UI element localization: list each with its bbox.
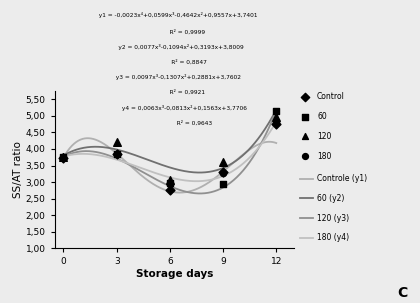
Point — [166, 180, 173, 185]
Text: 180 (y4): 180 (y4) — [317, 233, 349, 242]
Text: 60: 60 — [317, 112, 327, 121]
Point — [220, 182, 226, 187]
Text: R² = 0,9643: R² = 0,9643 — [141, 120, 212, 125]
Y-axis label: SS/AT ratio: SS/AT ratio — [13, 141, 23, 198]
Point — [113, 152, 120, 157]
Text: 120 (y3): 120 (y3) — [317, 214, 349, 223]
X-axis label: Storage days: Storage days — [136, 269, 213, 279]
Point — [220, 170, 226, 175]
Point — [166, 178, 173, 183]
Point — [166, 188, 173, 193]
Point — [113, 140, 120, 145]
Point — [273, 108, 280, 113]
Text: Control: Control — [317, 92, 345, 102]
Text: y4 = 0,0063x³-0,0813x²+0,1563x+3,7706: y4 = 0,0063x³-0,0813x²+0,1563x+3,7706 — [105, 105, 247, 111]
Text: C: C — [397, 286, 407, 300]
Point — [273, 115, 280, 120]
Point — [358, 106, 365, 111]
Text: R² = 0,8847: R² = 0,8847 — [145, 59, 207, 65]
Point — [113, 152, 120, 157]
Point — [113, 152, 120, 157]
Point — [358, 87, 365, 92]
Point — [220, 170, 226, 175]
Point — [358, 67, 365, 72]
Point — [60, 155, 67, 159]
Text: Controle (y1): Controle (y1) — [317, 174, 367, 183]
Point — [166, 181, 173, 186]
Text: 180: 180 — [317, 152, 331, 161]
Text: R² = 0,9921: R² = 0,9921 — [147, 90, 205, 95]
Text: y1 = -0,0023x⁴+0,0599x³-0,4642x²+0,9557x+3,7401: y1 = -0,0023x⁴+0,0599x³-0,4642x²+0,9557x… — [95, 12, 257, 18]
Text: y3 = 0,0097x³-0,1307x²+0,2881x+3,7602: y3 = 0,0097x³-0,1307x²+0,2881x+3,7602 — [112, 74, 241, 80]
Text: y2 = 0,0077x³-0,1094x²+0,3193x+3,8009: y2 = 0,0077x³-0,1094x²+0,3193x+3,8009 — [109, 44, 244, 50]
Text: 60 (y2): 60 (y2) — [317, 194, 344, 203]
Text: 120: 120 — [317, 132, 331, 141]
Point — [358, 126, 365, 131]
Point — [60, 155, 67, 160]
Point — [220, 160, 226, 165]
Point — [60, 155, 67, 159]
Text: R² = 0,9999: R² = 0,9999 — [147, 29, 205, 35]
Point — [273, 122, 280, 126]
Point — [60, 155, 67, 159]
Point — [273, 120, 280, 125]
